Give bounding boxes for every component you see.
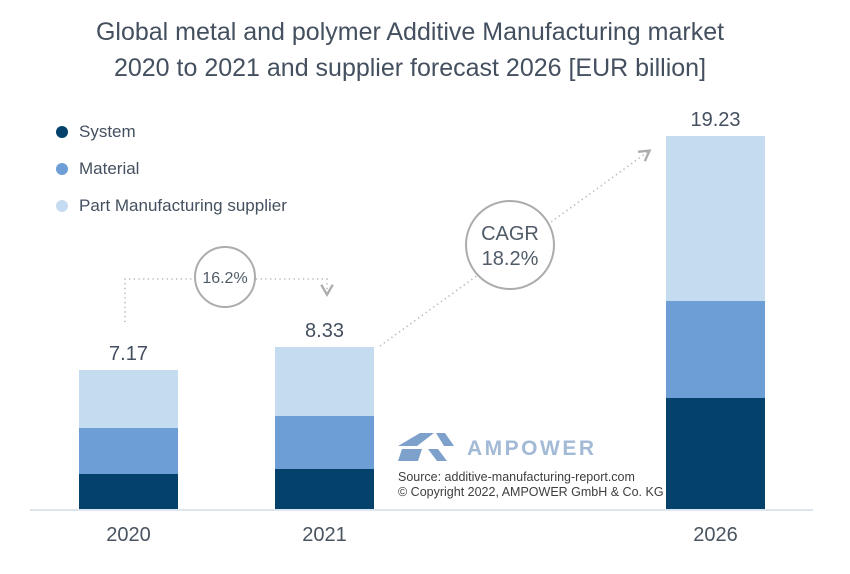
- chart-title: Global metal and polymer Additive Manufa…: [0, 14, 820, 86]
- legend-label: System: [79, 122, 136, 141]
- legend-dot-icon: [56, 126, 68, 138]
- x-axis-label-2026: 2026: [693, 524, 738, 546]
- bar-2026-segment-system: [666, 398, 765, 509]
- bar-2026-segment-material: [666, 301, 765, 398]
- chart-title-line2: 2020 to 2021 and supplier forecast 2026 …: [113, 54, 707, 82]
- legend-dot-icon: [56, 200, 68, 212]
- bar-2020-segment-part-manufacturing-supplier: [79, 370, 178, 428]
- growth-connector-line: [124, 278, 334, 322]
- bar-2020-segment-material: [79, 428, 178, 474]
- ampower-wordmark: AMPOWER: [467, 437, 597, 460]
- bar-2021-segment-material: [275, 416, 374, 469]
- legend: System Material Part Manufacturing suppl…: [56, 120, 287, 231]
- bar-total-label-2026: 19.23: [690, 109, 741, 131]
- legend-label: Material: [79, 159, 140, 178]
- bar-2021-segment-part-manufacturing-supplier: [275, 347, 374, 416]
- cagr-trend-line: [379, 149, 652, 347]
- bar-2026: [666, 136, 765, 509]
- growth-value-label: 16.2%: [202, 270, 247, 287]
- cagr-circle: [465, 200, 555, 290]
- legend-dot-icon: [56, 163, 68, 175]
- bar-total-label-2020: 7.17: [109, 343, 148, 365]
- x-axis-label-2021: 2021: [302, 524, 347, 546]
- bar-2021: [275, 347, 374, 509]
- bar-2021-segment-system: [275, 469, 374, 509]
- copyright-text: © Copyright 2022, AMPOWER GmbH & Co. KG: [398, 485, 664, 499]
- bar-2020-segment-system: [79, 474, 178, 509]
- source-block: Source: additive-manufacturing-report.co…: [398, 470, 664, 500]
- growth-circle: [194, 246, 256, 308]
- x-axis-label-2020: 2020: [106, 524, 151, 546]
- legend-label: Part Manufacturing supplier: [79, 196, 287, 215]
- source-text: Source: additive-manufacturing-report.co…: [398, 470, 635, 484]
- cagr-value-label: 18.2%: [482, 248, 539, 270]
- legend-item-system: System: [56, 120, 287, 144]
- bar-total-label-2021: 8.33: [305, 320, 344, 342]
- bar-2026-segment-part-manufacturing-supplier: [666, 136, 765, 301]
- x-axis-line: [30, 509, 813, 511]
- legend-item-part-manufacturing-supplier: Part Manufacturing supplier: [56, 194, 287, 218]
- legend-item-material: Material: [56, 157, 287, 181]
- chart-title-line1: Global metal and polymer Additive Manufa…: [95, 18, 725, 46]
- ampower-logo-mark-icon: [398, 433, 454, 461]
- cagr-label: CAGR: [481, 223, 539, 245]
- bar-2020: [79, 370, 178, 509]
